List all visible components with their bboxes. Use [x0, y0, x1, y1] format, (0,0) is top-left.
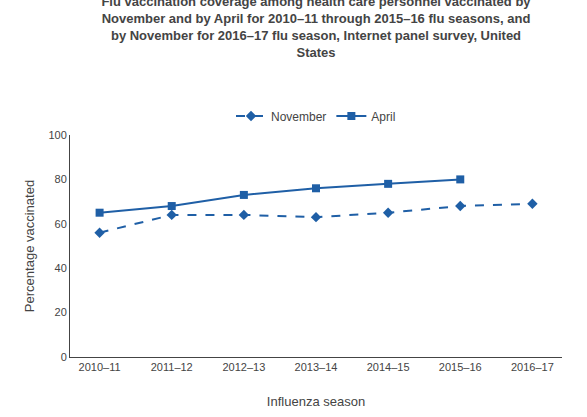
- svg-text:April: April: [371, 110, 395, 124]
- svg-text:80: 80: [55, 173, 67, 185]
- svg-text:2012–13: 2012–13: [222, 361, 265, 373]
- svg-text:2016–17: 2016–17: [511, 361, 554, 373]
- svg-text:2015–16: 2015–16: [439, 361, 482, 373]
- svg-text:2011–12: 2011–12: [151, 361, 193, 373]
- svg-text:2013–14: 2013–14: [295, 361, 338, 373]
- svg-text:Flu vaccination coverage among: Flu vaccination coverage among health ca…: [101, 0, 531, 60]
- svg-text:2010–11: 2010–11: [79, 361, 121, 373]
- svg-text:100: 100: [48, 129, 66, 141]
- svg-text:Percentage vaccinated: Percentage vaccinated: [22, 180, 37, 312]
- svg-text:November: November: [271, 110, 326, 124]
- svg-text:20: 20: [55, 306, 67, 318]
- svg-text:60: 60: [55, 218, 67, 230]
- svg-text:40: 40: [55, 262, 67, 274]
- svg-text:0: 0: [61, 351, 67, 363]
- svg-text:2014–15: 2014–15: [367, 361, 410, 373]
- svg-text:Influenza season: Influenza season: [267, 394, 365, 409]
